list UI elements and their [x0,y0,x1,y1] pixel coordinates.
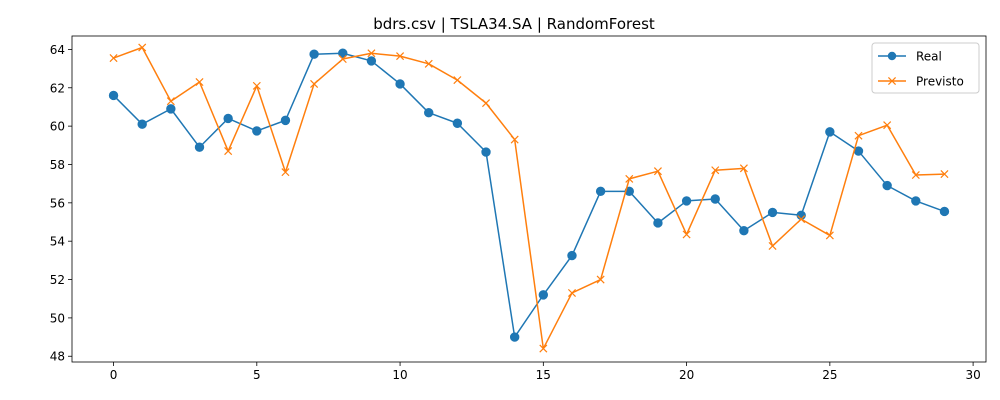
data-point [338,48,348,58]
y-tick-label: 58 [50,158,65,172]
x-tick-label: 10 [392,368,407,382]
data-point [911,196,921,206]
data-point [453,76,462,85]
data-point [166,97,175,106]
data-point [739,225,749,236]
data-point [367,49,376,58]
data-point [539,344,548,353]
x-tick-label: 25 [822,368,837,382]
data-point [825,127,835,137]
data-point [825,231,834,240]
data-point [567,250,577,261]
data-point [252,126,262,136]
legend-entry-previsto: Previsto [878,75,964,89]
data-point [911,171,920,180]
data-point [711,166,720,175]
y-tick-label: 52 [50,273,65,287]
x-tick-label: 15 [536,368,551,382]
data-point [940,170,949,179]
data-point [396,52,405,61]
x-tick-label: 30 [965,368,980,382]
data-point [195,77,204,87]
data-point [510,135,519,144]
data-point [137,119,147,129]
x-tick-label: 20 [679,368,694,382]
legend-marker [887,51,897,61]
data-point [452,118,463,128]
data-point [509,332,520,342]
y-tick-label: 50 [50,311,65,325]
data-point [567,288,577,297]
data-point [854,131,863,140]
data-point [538,290,549,300]
y-tick-label: 62 [50,81,65,95]
y-tick-label: 48 [50,350,65,364]
legend-label: Real [916,50,942,64]
data-point [481,147,491,157]
data-point [108,90,119,101]
data-point [366,56,377,66]
series-line [113,46,945,350]
data-point [681,196,692,206]
series-line [113,52,945,338]
data-point [710,194,720,204]
data-point [796,210,806,221]
data-point [682,230,691,239]
data-point [595,186,606,197]
data-point [338,54,347,64]
data-point [481,99,491,108]
y-tick-label: 56 [50,196,65,210]
data-point [883,121,892,130]
legend-entry-real: Real [878,50,942,64]
plot-area [108,43,950,353]
data-point [395,79,405,89]
data-point [767,207,778,218]
data-point [653,167,662,176]
data-point [596,275,605,284]
data-point [653,218,663,228]
data-point [424,59,433,68]
data-point [166,104,176,114]
series-previsto [109,43,949,353]
data-point [797,215,806,224]
data-point [194,142,205,152]
data-point [882,180,892,191]
legend-marker [887,76,897,86]
y-tick-label: 54 [50,235,65,249]
data-point [309,49,319,59]
x-axis: 0 5 10 15 20 25 30 [110,362,981,382]
data-point [739,164,748,173]
y-tick-label: 60 [50,120,65,134]
y-tick-label: 64 [50,43,65,57]
data-point [939,206,950,217]
data-point [252,81,261,90]
legend: Real Previsto [871,42,980,94]
axes-frame [71,35,987,363]
data-point [280,115,291,126]
legend-label: Previsto [916,75,964,89]
x-tick-label: 0 [110,368,118,382]
data-point [138,43,147,52]
x-tick-label: 5 [253,368,261,382]
data-point [310,79,319,88]
data-point [109,54,118,63]
data-point [224,147,233,156]
y-axis: 48 50 52 54 56 58 60 62 64 [50,43,72,364]
data-point [223,113,233,124]
chart-title: bdrs.csv | TSLA34.SA | RandomForest [373,15,655,33]
data-point [281,168,290,177]
data-point [424,108,434,118]
data-point [625,174,634,183]
data-point [768,241,777,251]
